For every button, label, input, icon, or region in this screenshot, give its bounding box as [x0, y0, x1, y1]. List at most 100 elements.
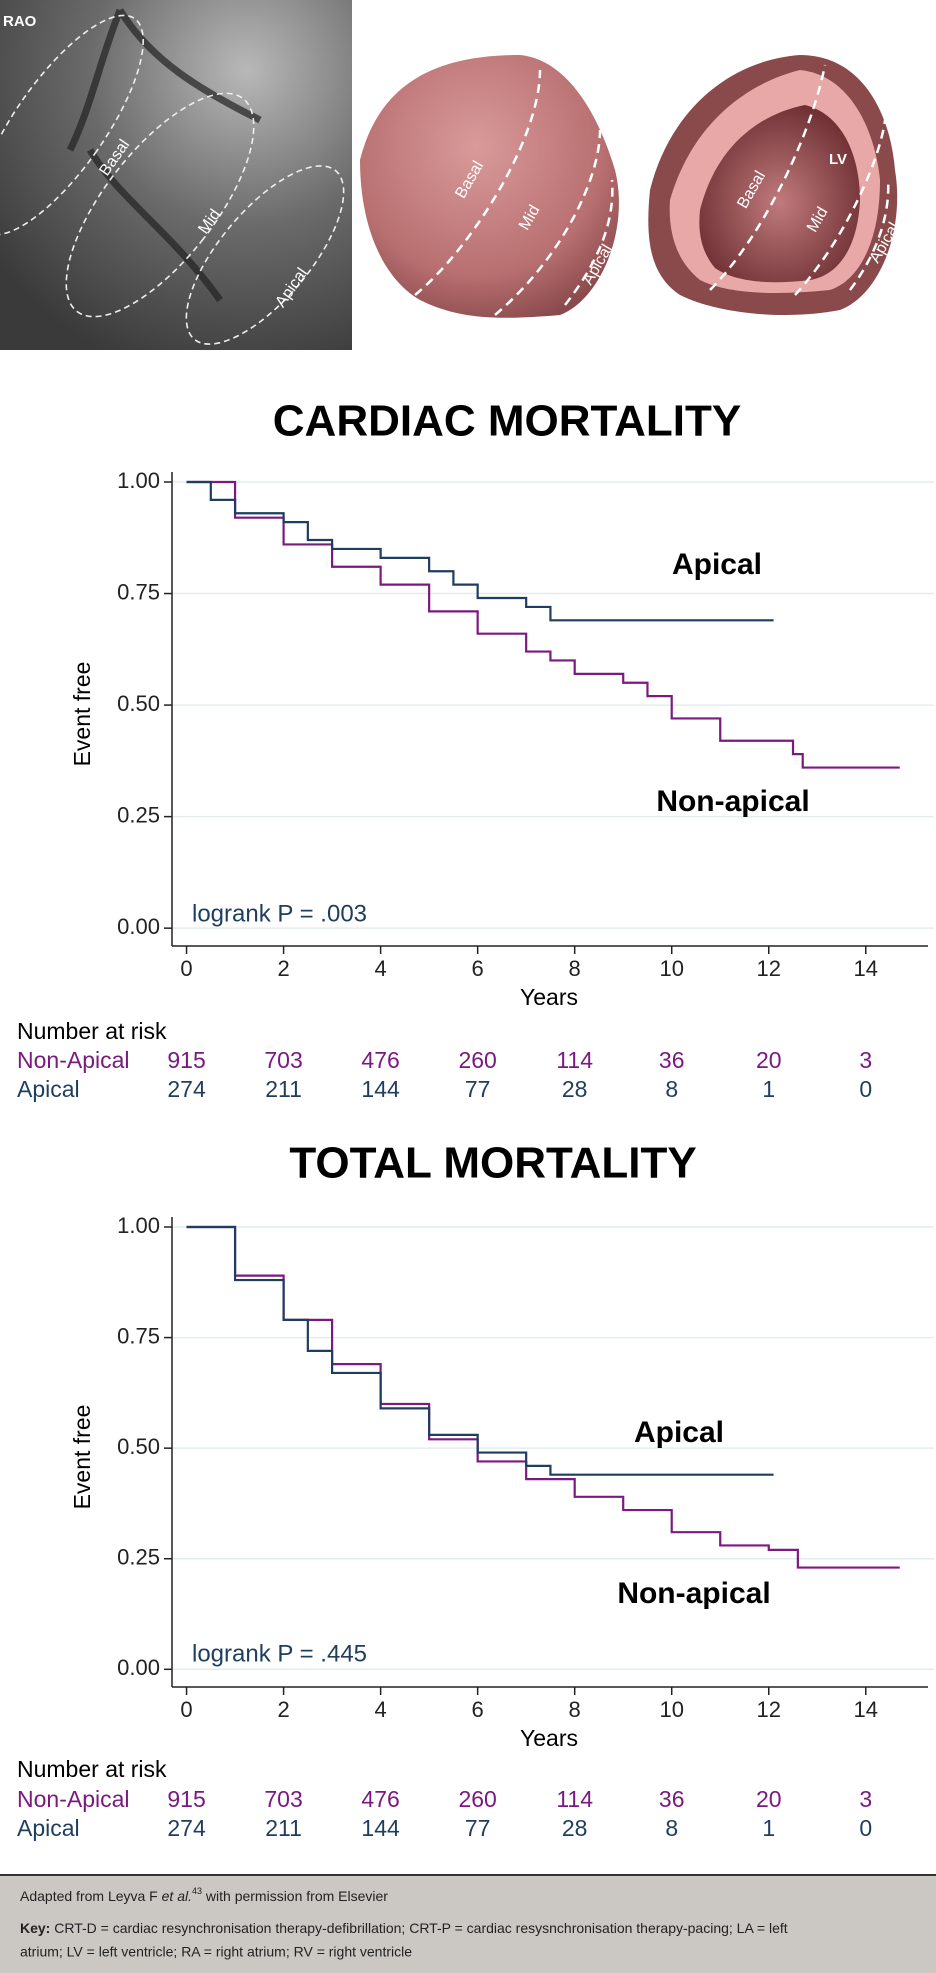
- x-tick-label: 2: [277, 956, 289, 981]
- annotation: Non-apical: [656, 785, 809, 818]
- risk-value: 274: [167, 1076, 206, 1102]
- risk-value: 0: [859, 1815, 872, 1841]
- risk-title: Number at risk: [17, 1756, 167, 1782]
- risk-row-name: Apical: [17, 1815, 80, 1841]
- illustration: RAOBasalMidApicalBasalMidApicalLVBasalMi…: [0, 0, 903, 350]
- risk-row-name: Non-Apical: [17, 1786, 130, 1812]
- risk-value: 211: [265, 1076, 302, 1102]
- risk-value: 1: [762, 1076, 775, 1102]
- risk-value: 77: [465, 1815, 491, 1841]
- risk-value: 20: [756, 1786, 782, 1812]
- km-curve: [186, 1225, 774, 1476]
- angiogram: [0, 0, 352, 350]
- x-tick-label: 8: [569, 956, 581, 981]
- footer-source: Adapted from Leyva F et al.43 with permi…: [20, 1886, 388, 1903]
- risk-value: 260: [458, 1047, 496, 1073]
- km-curve: [186, 480, 774, 622]
- x-tick-label: 8: [569, 1697, 581, 1722]
- x-tick-label: 2: [277, 1697, 289, 1722]
- y-tick-label: 0.75: [117, 579, 160, 604]
- key-label: Key:: [20, 1920, 50, 1936]
- y-tick-label: 0.25: [117, 1545, 160, 1570]
- risk-value: 77: [465, 1076, 491, 1102]
- risk-value: 114: [556, 1047, 593, 1073]
- km-curve: [186, 480, 900, 769]
- y-tick-label: 0.00: [117, 1655, 160, 1680]
- risk-row-name: Non-Apical: [17, 1047, 130, 1073]
- risk-value: 28: [562, 1076, 588, 1102]
- risk-value: 1: [762, 1815, 775, 1841]
- risk-value: 28: [562, 1815, 588, 1841]
- x-tick-label: 6: [472, 956, 484, 981]
- source-part: with permission from Elsevier: [202, 1888, 388, 1904]
- x-tick-label: 10: [659, 1697, 683, 1722]
- annotation: Apical: [672, 548, 762, 581]
- source-part: et al.: [162, 1888, 192, 1904]
- x-axis-label: Years: [520, 1725, 578, 1751]
- risk-value: 144: [361, 1076, 400, 1102]
- footer-key: Key: CRT-D = cardiac resynchronisation t…: [20, 1920, 788, 1936]
- risk-value: 3: [859, 1786, 872, 1812]
- risk-row-name: Apical: [17, 1076, 80, 1102]
- vessels: [66, 8, 262, 303]
- y-tick-label: 0.25: [117, 802, 160, 827]
- risk-value: 703: [264, 1047, 302, 1073]
- risk-value: 476: [361, 1786, 399, 1812]
- annotation: Apical: [634, 1416, 724, 1449]
- segment-outlines: [0, 14, 345, 345]
- x-tick-label: 10: [659, 956, 683, 981]
- risk-value: 36: [659, 1786, 685, 1812]
- risk-value: 144: [361, 1815, 400, 1841]
- risk-value: 703: [264, 1786, 302, 1812]
- heart-outer: [360, 55, 619, 318]
- key-text: CRT-D = cardiac resynchronisation therap…: [50, 1920, 787, 1936]
- x-tick-label: 4: [374, 1697, 386, 1722]
- risk-value: 8: [665, 1815, 678, 1841]
- y-axis-label: Event free: [69, 1405, 95, 1510]
- risk-value: 8: [665, 1076, 678, 1102]
- x-tick-label: 12: [757, 1697, 781, 1722]
- y-tick-label: 0.50: [117, 691, 160, 716]
- annotation: logrank P = .445: [192, 1640, 367, 1667]
- y-tick-label: 0.75: [117, 1323, 160, 1348]
- y-tick-label: 0.00: [117, 914, 160, 939]
- y-axis-label: Event free: [69, 662, 95, 767]
- risk-value: 36: [659, 1047, 685, 1073]
- annotation: logrank P = .003: [192, 900, 367, 927]
- x-axis-label: Years: [520, 984, 578, 1010]
- x-tick-label: 6: [472, 1697, 484, 1722]
- x-tick-label: 0: [180, 1697, 192, 1722]
- y-tick-label: 0.50: [117, 1434, 160, 1459]
- x-tick-label: 14: [854, 956, 878, 981]
- risk-value: 915: [167, 1786, 205, 1812]
- y-tick-label: 1.00: [117, 1213, 160, 1238]
- chart-title: CARDIAC MORTALITY: [273, 397, 741, 446]
- risk-value: 0: [859, 1076, 872, 1102]
- chart-title: TOTAL MORTALITY: [289, 1139, 696, 1188]
- chart: TOTAL MORTALITY 0.00 0.25 0.50 0.75 1.00 0 2 4 6 8…: [17, 1139, 934, 1841]
- footer-background: [0, 1874, 936, 1973]
- chart: CARDIAC MORTALITY 0.00 0.25 0.50 0.75 1.00 0 2 4…: [17, 397, 934, 1102]
- risk-value: 274: [167, 1815, 206, 1841]
- annotation: Non-apical: [617, 1577, 770, 1610]
- heart-segments: [414, 69, 614, 316]
- footer-key: atrium; LV = left ventricle; RA = right …: [20, 1944, 412, 1960]
- risk-value: 3: [859, 1047, 872, 1073]
- risk-value: 114: [556, 1786, 593, 1812]
- panel-label: RAO: [3, 13, 37, 30]
- x-tick-label: 4: [374, 956, 386, 981]
- heart-cut-segments: [709, 64, 890, 296]
- risk-value: 20: [756, 1047, 782, 1073]
- km-curve: [186, 1225, 900, 1569]
- risk-value: 211: [265, 1815, 302, 1841]
- source-part: Adapted from Leyva F: [20, 1888, 162, 1904]
- y-tick-label: 1.00: [117, 468, 160, 493]
- heart-cavity: [699, 105, 860, 283]
- x-tick-label: 12: [757, 956, 781, 981]
- risk-value: 915: [167, 1047, 205, 1073]
- panel-label: LV: [829, 151, 847, 168]
- risk-value: 476: [361, 1047, 399, 1073]
- x-tick-label: 14: [854, 1697, 878, 1722]
- risk-value: 260: [458, 1786, 496, 1812]
